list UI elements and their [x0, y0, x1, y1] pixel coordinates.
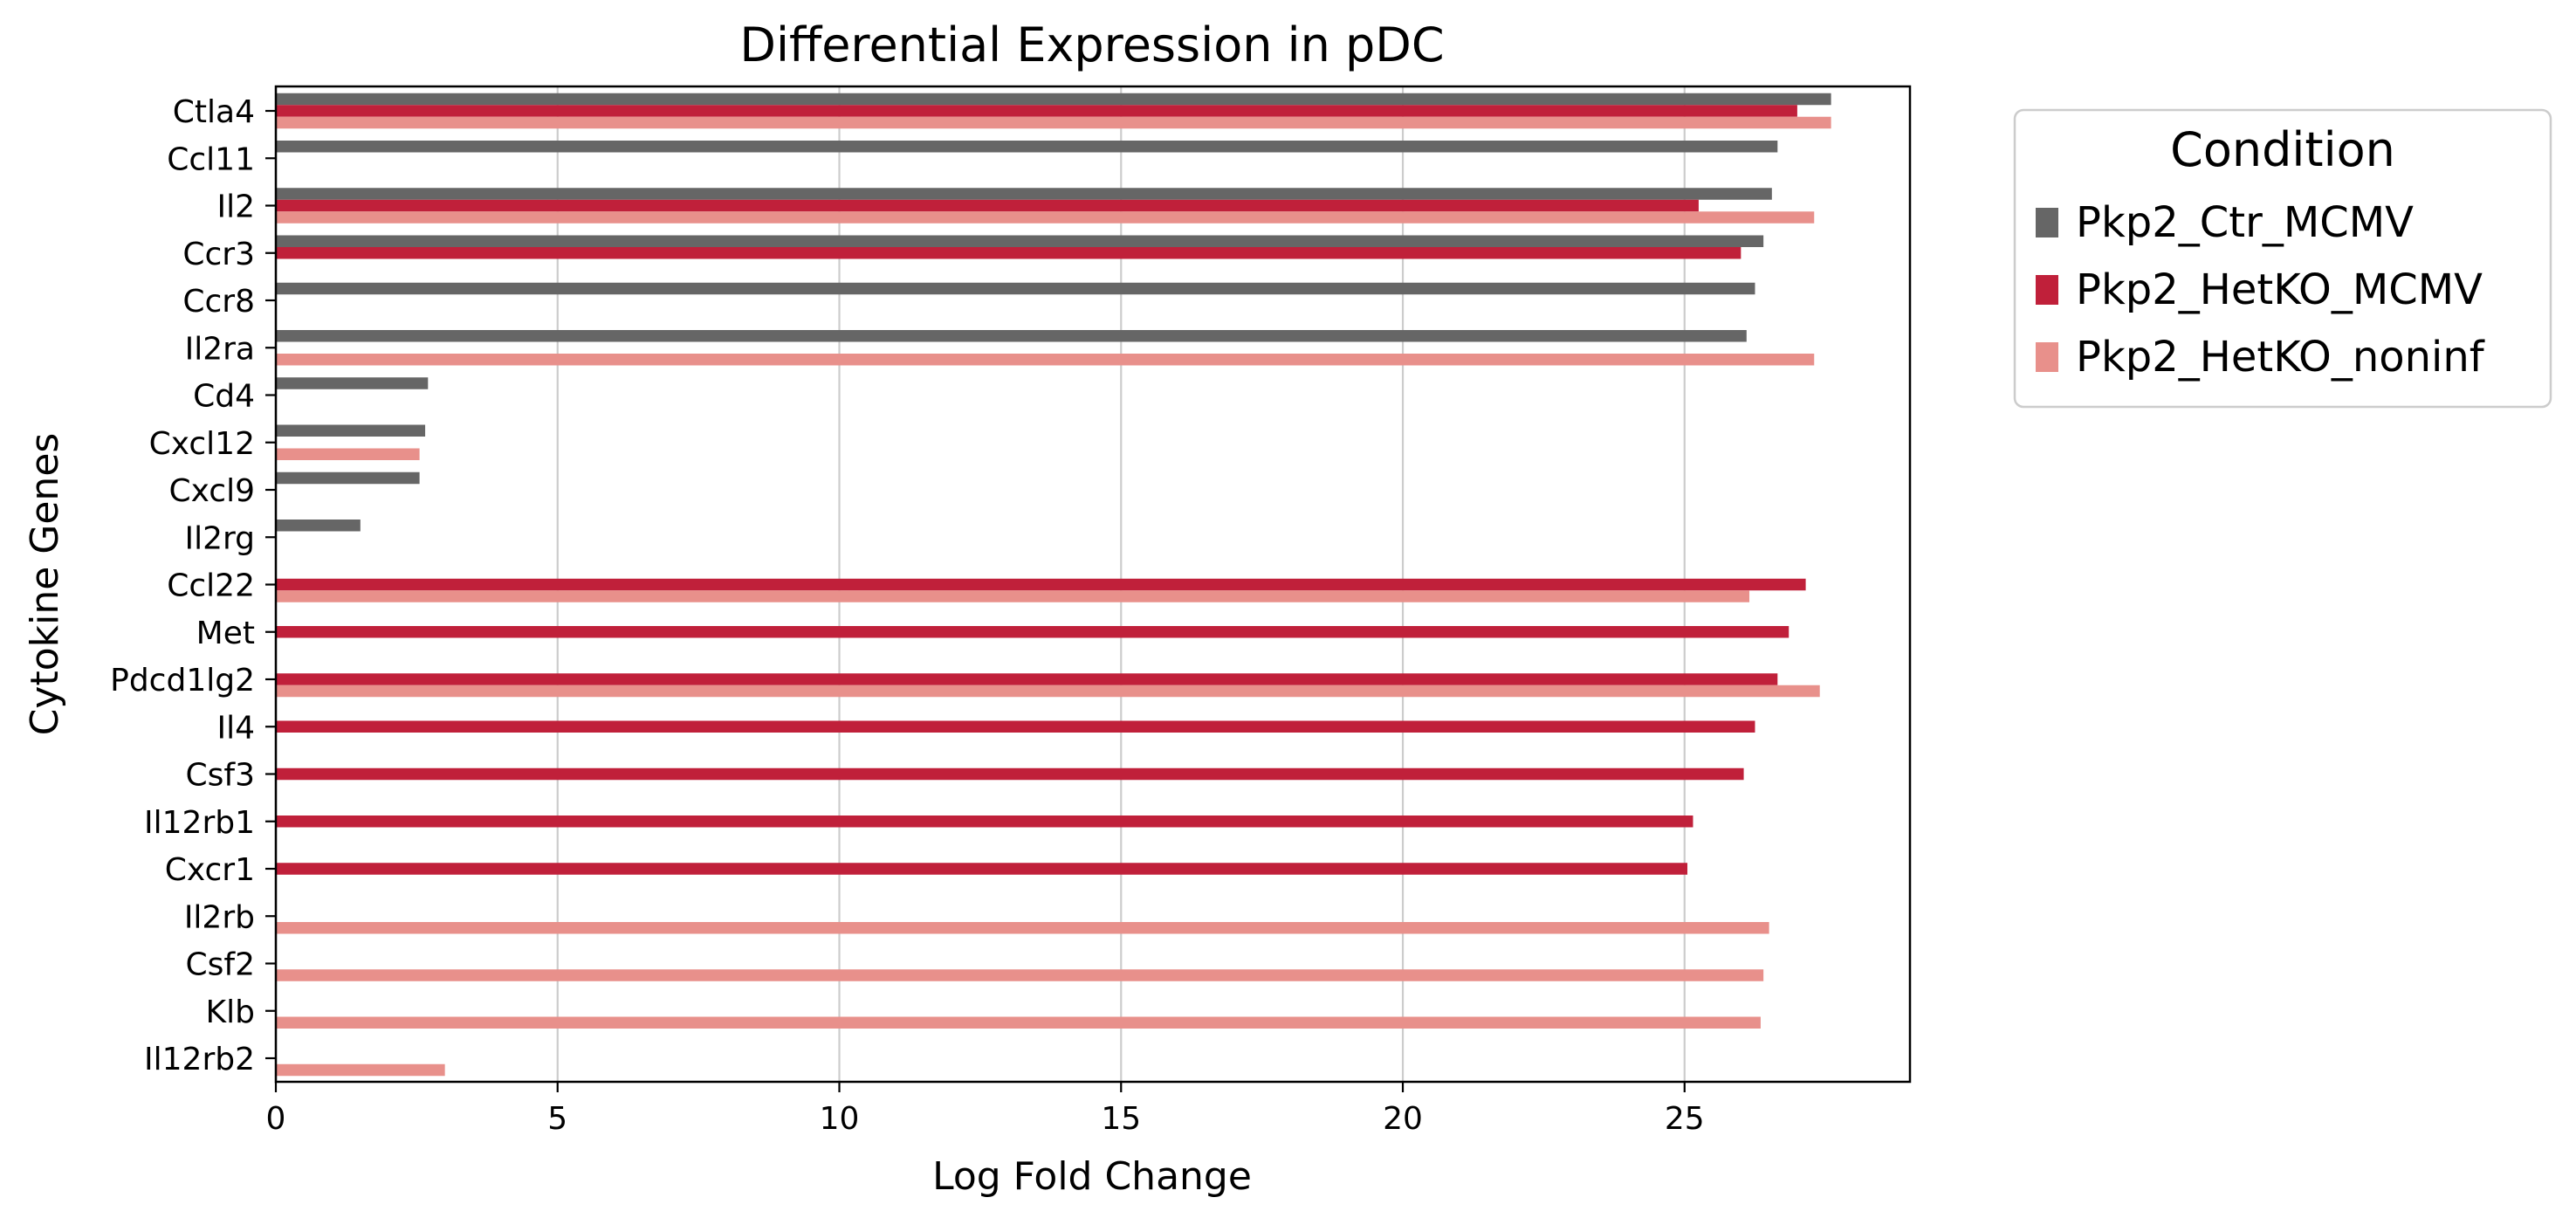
bar — [276, 330, 1747, 342]
legend: Condition Pkp2_Ctr_MCMV Pkp2_HetKO_MCMV Pk… — [2013, 108, 2552, 409]
x-tick-label: 25 — [1665, 1101, 1705, 1137]
bar — [276, 141, 1778, 153]
bar — [276, 578, 1806, 591]
y-tick-label: Cxcr1 — [165, 852, 255, 888]
x-tick-label: 0 — [266, 1101, 286, 1137]
legend-swatch — [2036, 342, 2058, 372]
bar — [276, 471, 420, 485]
y-tick-label: Cxcl12 — [149, 426, 255, 462]
y-tick-label: Il2ra — [185, 331, 255, 367]
y-tick-label: Il2 — [216, 189, 255, 225]
bar — [276, 969, 1764, 981]
y-tick-label: Il4 — [216, 710, 255, 746]
y-tick-label: Ccr8 — [182, 284, 255, 320]
bar — [276, 767, 1744, 781]
y-tick-label: Ccr3 — [182, 237, 255, 272]
y-tick-label: Klb — [206, 994, 255, 1030]
legend-label: Pkp2_HetKO_noninf — [2076, 333, 2485, 382]
x-axis-label: Log Fold Change — [932, 1154, 1252, 1199]
legend-swatch — [2036, 208, 2058, 237]
bar — [276, 235, 1764, 247]
y-tick-label: Il2rb — [184, 899, 255, 935]
bars — [276, 93, 1831, 1077]
x-tick-label: 5 — [547, 1101, 567, 1137]
bar — [276, 626, 1789, 638]
y-tick-label: Pdcd1lg2 — [110, 663, 255, 699]
bar — [276, 199, 1699, 212]
legend-swatch — [2036, 275, 2058, 305]
bar — [276, 105, 1797, 117]
x-tick-label: 20 — [1383, 1101, 1423, 1137]
bar — [276, 247, 1741, 259]
bar — [276, 282, 1755, 295]
y-tick-label: Met — [196, 616, 255, 651]
bar — [276, 816, 1693, 828]
bar — [276, 520, 361, 532]
y-tick-label: Cxcl9 — [168, 473, 255, 509]
y-tick-label: Il2rg — [184, 520, 255, 556]
legend-label: Pkp2_HetKO_MCMV — [2076, 265, 2483, 314]
y-tick-label: Il12rb2 — [144, 1042, 255, 1077]
y-axis: Ctla4 Ccl11 Il2 Ccr3 Ccr8 Il2ra Cd4 Cxcl12 Cxcl9… — [110, 94, 276, 1077]
y-tick-label: Ctla4 — [173, 94, 255, 130]
bar — [276, 211, 1815, 224]
legend-box — [2013, 108, 2552, 409]
chart-title: Differential Expression in pDC — [739, 17, 1444, 72]
y-tick-label: Csf2 — [186, 947, 255, 983]
y-tick-label: Ccl11 — [167, 141, 255, 177]
bar — [276, 922, 1769, 934]
y-tick-label: Ccl22 — [167, 568, 255, 604]
y-tick-label: Il12rb1 — [144, 805, 255, 841]
bar — [276, 685, 1820, 698]
bar — [276, 863, 1688, 875]
bar — [276, 673, 1778, 685]
bar — [276, 377, 429, 389]
y-tick-label: Cd4 — [193, 379, 255, 415]
y-axis-label: Cytokine Genes — [23, 433, 67, 736]
bar — [276, 188, 1772, 200]
x-tick-label: 15 — [1101, 1101, 1141, 1137]
bar — [276, 448, 420, 460]
x-axis: 0 5 10 15 20 25 — [266, 1082, 1705, 1137]
x-tick-label: 10 — [820, 1101, 860, 1137]
bar — [276, 590, 1750, 602]
legend-title: Condition — [2170, 122, 2395, 177]
bar — [276, 116, 1831, 129]
bar — [276, 720, 1755, 733]
bar — [276, 424, 426, 437]
legend-label: Pkp2_Ctr_MCMV — [2076, 198, 2414, 247]
bar — [276, 1063, 445, 1077]
bar — [276, 354, 1815, 366]
bar — [276, 93, 1831, 106]
y-tick-label: Csf3 — [186, 758, 255, 794]
bar — [276, 1016, 1761, 1029]
